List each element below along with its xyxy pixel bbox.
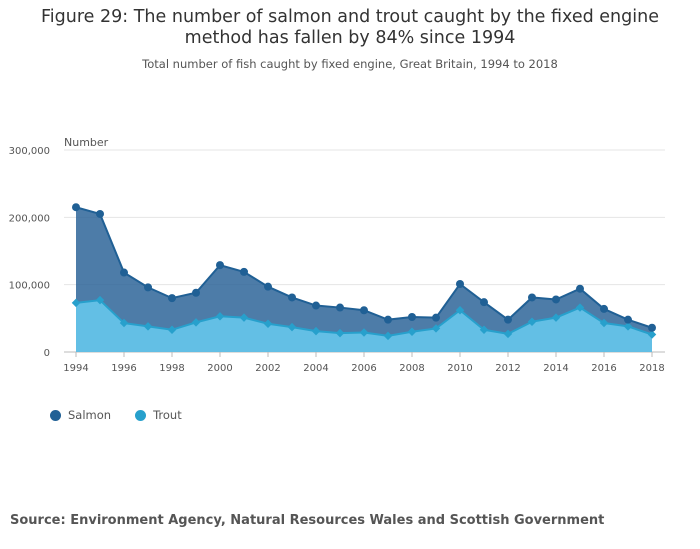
y-tick-label: 0	[44, 348, 50, 359]
salmon-point[interactable]	[312, 301, 320, 310]
salmon-point[interactable]	[456, 279, 464, 288]
salmon-point[interactable]	[120, 268, 128, 277]
trout-point[interactable]	[503, 329, 513, 339]
salmon-point[interactable]	[624, 315, 632, 324]
salmon-point[interactable]	[504, 315, 512, 324]
y-tick-label: 300,000	[9, 146, 50, 157]
trout-point[interactable]	[551, 313, 561, 322]
y-tick-label: 100,000	[9, 281, 50, 292]
legend-swatch-trout	[135, 409, 147, 421]
y-axis-ticks: 0 100,000 200,000 300,000	[9, 146, 50, 359]
trout-point[interactable]	[431, 324, 441, 333]
salmon-point[interactable]	[72, 203, 80, 212]
trout-point[interactable]	[311, 326, 321, 336]
salmon-point[interactable]	[552, 295, 560, 304]
legend: Salmon Trout	[50, 408, 206, 422]
trout-point[interactable]	[287, 322, 297, 332]
salmon-point[interactable]	[240, 267, 248, 276]
salmon-point[interactable]	[360, 306, 368, 315]
salmon-point[interactable]	[528, 293, 536, 302]
trout-point[interactable]	[647, 330, 657, 339]
trout-point[interactable]	[191, 318, 201, 327]
salmon-point[interactable]	[288, 293, 296, 302]
trout-point[interactable]	[407, 327, 417, 337]
trout-point[interactable]	[383, 331, 393, 341]
trout-point[interactable]	[95, 295, 105, 305]
legend-swatch-salmon	[50, 409, 61, 421]
salmon-point[interactable]	[96, 209, 104, 218]
x-tick-label: 1998	[159, 363, 184, 374]
chart-title: Figure 29: The number of salmon and trou…	[41, 7, 659, 48]
salmon-point[interactable]	[408, 312, 416, 321]
x-tick-label: 2010	[447, 363, 472, 374]
chart-areas	[76, 207, 652, 352]
trout-point[interactable]	[527, 317, 537, 326]
legend-label-salmon: Salmon	[68, 408, 112, 422]
salmon-point[interactable]	[384, 315, 392, 324]
salmon-area	[76, 207, 652, 336]
trout-point[interactable]	[167, 325, 177, 335]
salmon-point[interactable]	[144, 283, 152, 292]
x-tick-label: 2014	[543, 363, 568, 374]
trout-point[interactable]	[455, 306, 465, 315]
y-tick-label: 200,000	[9, 213, 50, 224]
x-tick-label: 2018	[639, 363, 664, 374]
salmon-point[interactable]	[648, 323, 656, 332]
trout-point[interactable]	[335, 328, 345, 338]
salmon-point[interactable]	[264, 282, 272, 291]
x-tick-label: 2006	[351, 363, 376, 374]
legend-label-trout: Trout	[153, 408, 182, 422]
trout-point[interactable]	[479, 325, 489, 335]
x-tick-label: 2004	[303, 363, 328, 374]
salmon-point[interactable]	[216, 261, 224, 270]
salmon-point[interactable]	[336, 303, 344, 312]
data-points	[71, 203, 657, 341]
salmon-point[interactable]	[600, 304, 608, 313]
salmon-point[interactable]	[432, 313, 440, 322]
x-axis-ticks: 1994 1996 1998 2000 2002 2004 2006 2008 2010 2012…	[63, 352, 665, 374]
x-tick-label: 2012	[495, 363, 520, 374]
legend-item-salmon[interactable]: Salmon	[50, 408, 111, 422]
trout-point[interactable]	[239, 313, 249, 322]
salmon-point[interactable]	[480, 298, 488, 307]
y-axis-label: Number	[64, 136, 109, 149]
trout-point[interactable]	[263, 319, 273, 328]
salmon-point[interactable]	[192, 288, 200, 297]
trout-area	[76, 300, 652, 352]
chart-subtitle: Total number of fish caught by fixed eng…	[142, 57, 558, 71]
trout-point[interactable]	[119, 318, 129, 328]
trout-point[interactable]	[215, 312, 225, 321]
x-tick-label: 2000	[207, 363, 232, 374]
source-note: Source: Environment Agency, Natural Reso…	[10, 513, 605, 528]
legend-item-trout[interactable]: Trout	[135, 408, 182, 422]
x-tick-label: 2002	[255, 363, 280, 374]
salmon-point[interactable]	[168, 294, 176, 303]
salmon-point[interactable]	[576, 284, 584, 293]
trout-point[interactable]	[623, 322, 633, 331]
trout-point[interactable]	[599, 318, 609, 328]
trout-point[interactable]	[143, 322, 153, 331]
x-tick-label: 1996	[111, 363, 136, 374]
trout-point[interactable]	[71, 298, 81, 308]
x-tick-label: 2008	[399, 363, 424, 374]
trout-point[interactable]	[575, 303, 585, 312]
x-tick-label: 2016	[591, 363, 616, 374]
trout-point[interactable]	[359, 328, 369, 337]
x-tick-label: 1994	[63, 363, 88, 374]
